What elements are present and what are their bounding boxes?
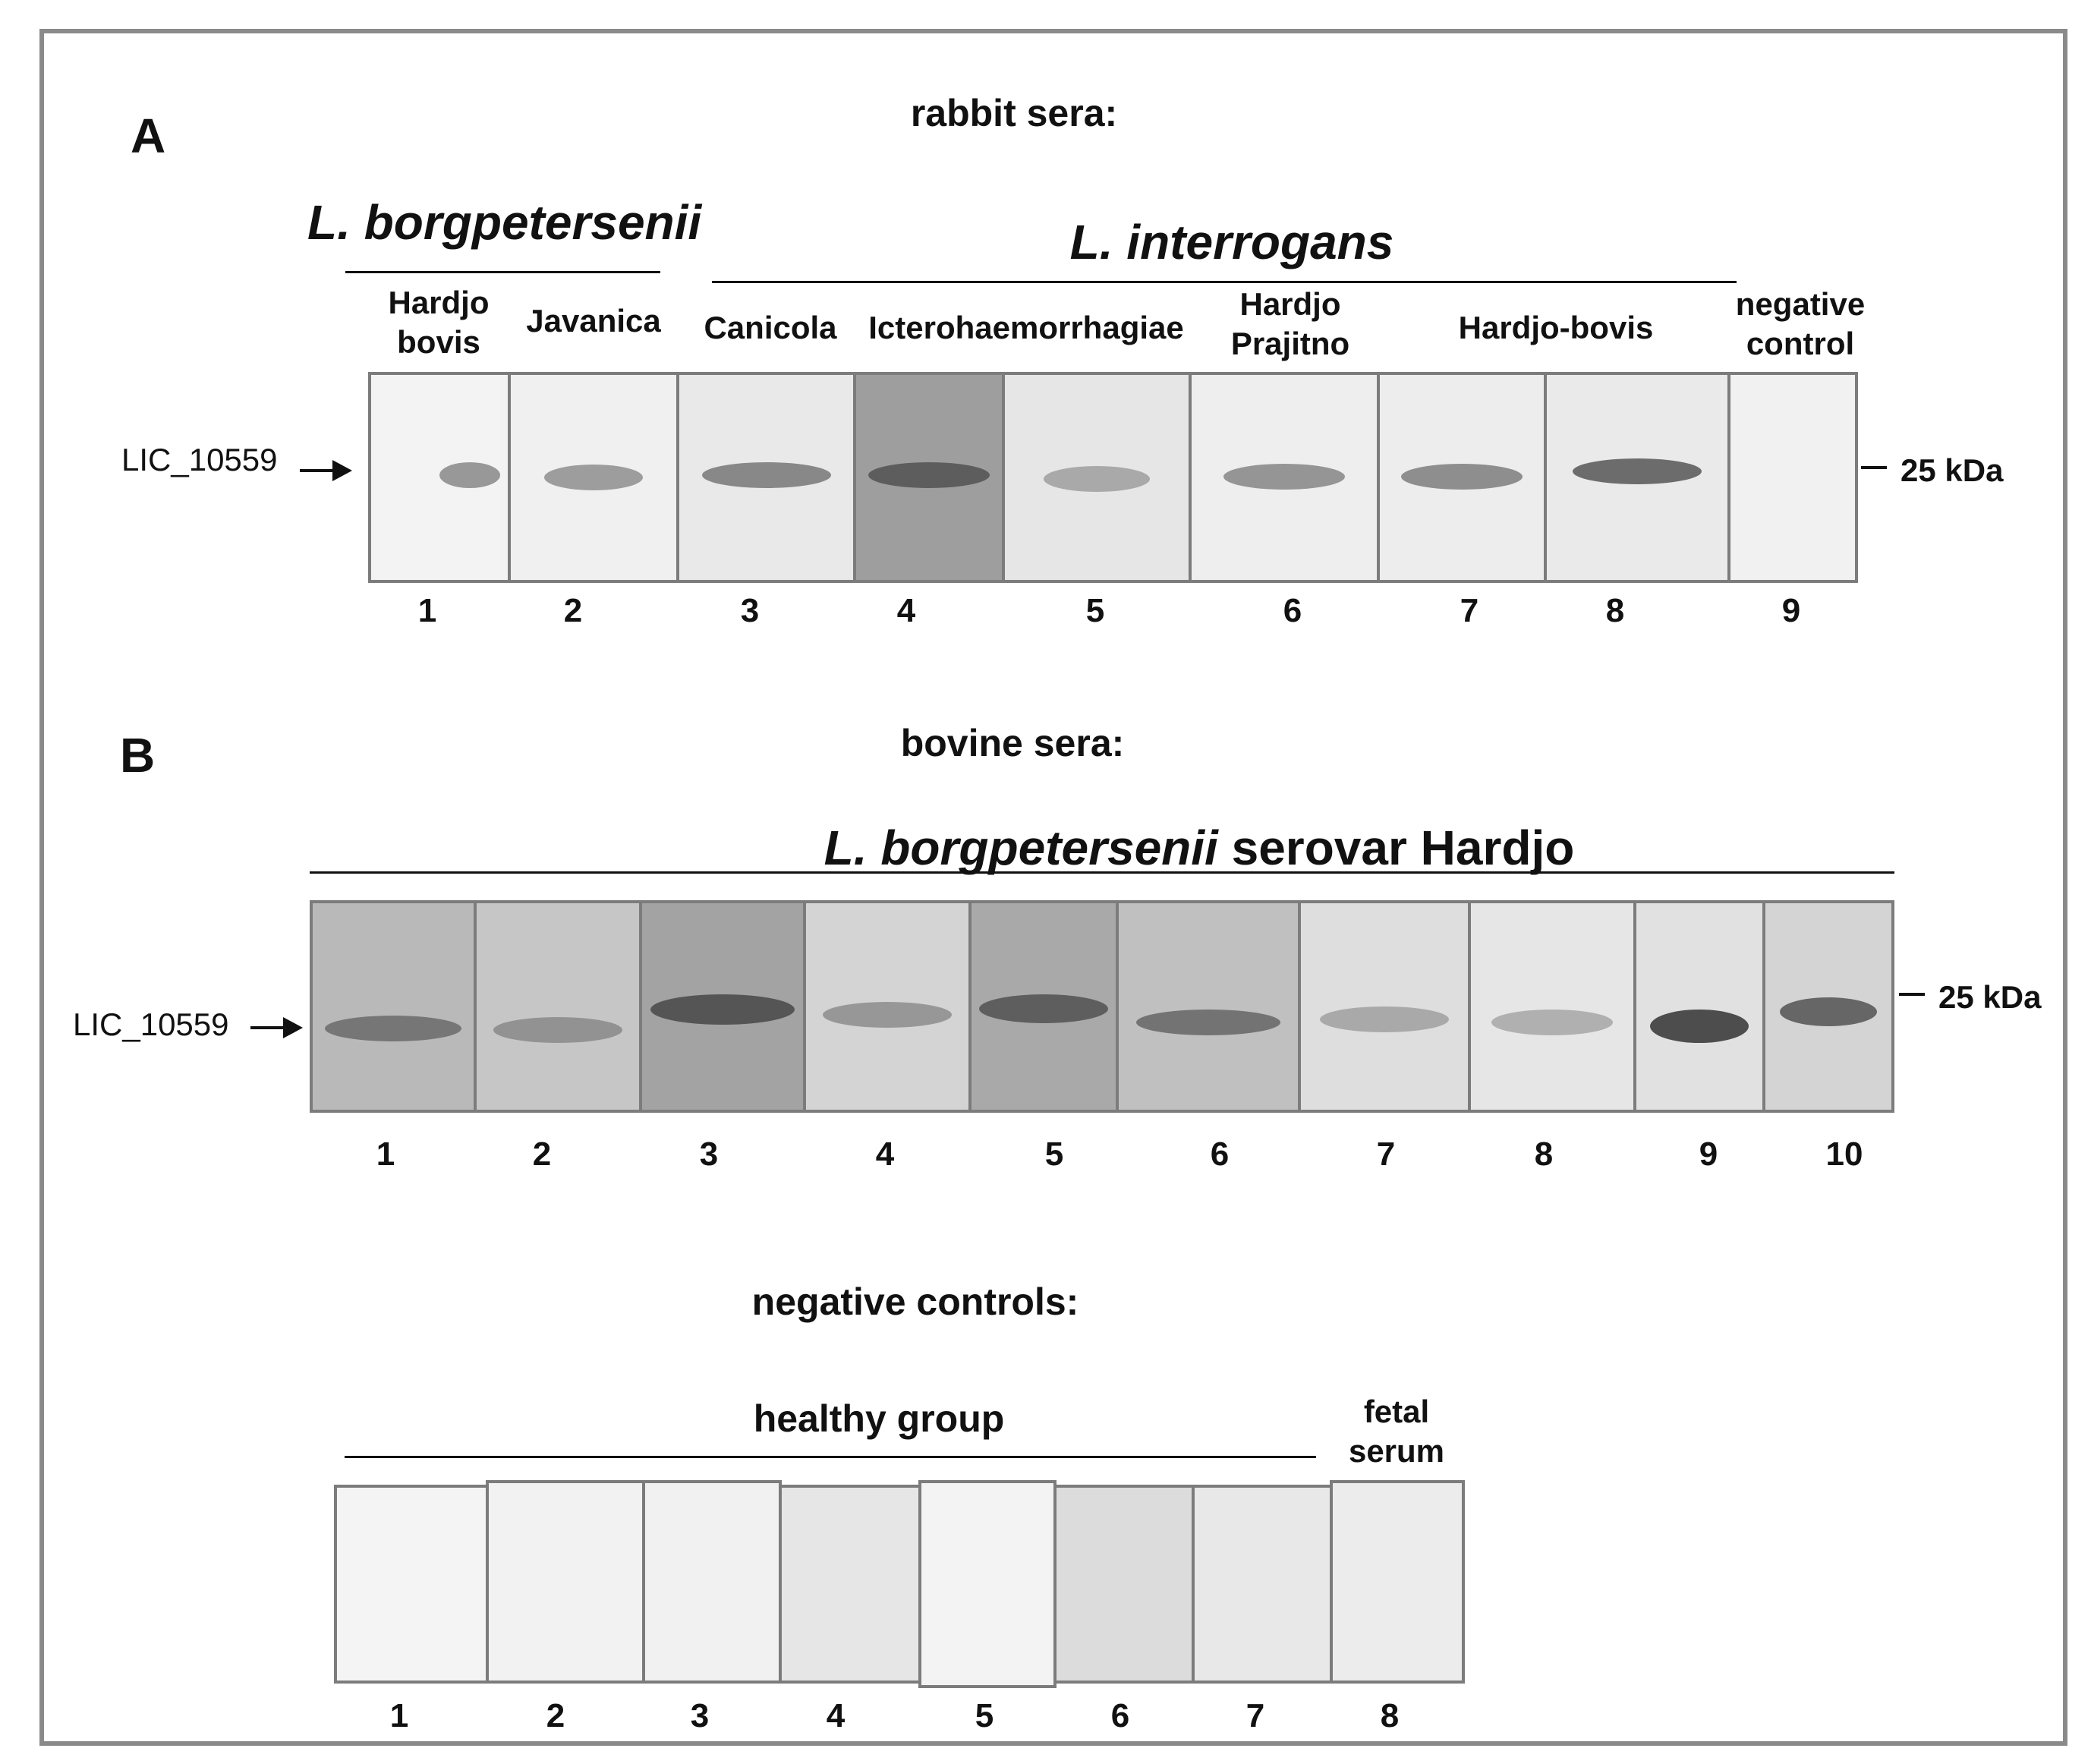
- lane-number-a-7: 7: [1460, 592, 1479, 629]
- mw-label-b: 25 kDa: [1938, 979, 2042, 1015]
- fetal-serum-label-line1: fetal: [1363, 1394, 1430, 1429]
- blot-lane-neg-7: [1192, 1485, 1333, 1684]
- species-borgpetersenii-b: L. borgpetersenii: [823, 821, 1218, 875]
- protein-label-b: LIC_10559: [73, 1006, 229, 1042]
- lane-number-b-8: 8: [1534, 1136, 1554, 1173]
- lane-number-b-5: 5: [1044, 1136, 1064, 1173]
- blot-lane-a-7: [1377, 372, 1547, 583]
- species-borgpetersenii: L. borgpetersenii: [307, 195, 702, 250]
- interrogans-bracket-line: [712, 281, 1737, 283]
- blot-lane-b-4: [803, 900, 971, 1113]
- blot-lane-neg-4: [779, 1485, 921, 1684]
- lane-number-neg-3: 3: [690, 1697, 710, 1734]
- blot-lane-a-4: [853, 372, 1005, 583]
- lane-number-b-2: 2: [532, 1136, 552, 1173]
- protein-label-a: LIC_10559: [121, 442, 278, 477]
- blot-lane-neg-5: [918, 1480, 1057, 1688]
- blot-lane-b-2: [474, 900, 642, 1113]
- lane-number-b-9: 9: [1699, 1136, 1718, 1173]
- serovar-hardjo-b: serovar Hardjo: [1217, 821, 1575, 875]
- blot-lane-b-5: [968, 900, 1119, 1113]
- mw-tick-a: [1861, 466, 1887, 469]
- blot-lane-a-1: [368, 372, 511, 583]
- figure-frame: [39, 29, 2067, 1746]
- blot-lane-b-6: [1116, 900, 1301, 1113]
- lane-number-neg-6: 6: [1110, 1697, 1130, 1734]
- blot-lane-a-5: [1002, 372, 1192, 583]
- lane-number-a-8: 8: [1605, 592, 1625, 629]
- fetal-serum-label-line2: serum: [1348, 1433, 1445, 1469]
- arrow-b-line: [250, 1026, 284, 1029]
- blot-lane-a-2: [508, 372, 679, 583]
- borgpetersenii-bracket-line: [345, 271, 660, 273]
- blot-lane-neg-2: [486, 1480, 645, 1684]
- panel-a-letter: A: [131, 109, 166, 163]
- blot-lane-neg-3: [642, 1480, 782, 1684]
- blot-lane-b-7: [1298, 900, 1471, 1113]
- blot-lane-b-1: [310, 900, 477, 1113]
- species-interrogans: L. interrogans: [1069, 215, 1394, 269]
- lane-number-neg-1: 1: [389, 1697, 409, 1734]
- blot-lane-neg-6: [1053, 1485, 1195, 1684]
- blot-lane-a-9: [1727, 372, 1858, 583]
- blot-lane-a-6: [1189, 372, 1380, 583]
- lane-number-b-1: 1: [376, 1136, 395, 1173]
- blot-lane-neg-8: [1330, 1480, 1465, 1684]
- lane-number-a-5: 5: [1085, 592, 1105, 629]
- blot-lane-b-9: [1633, 900, 1765, 1113]
- arrow-a-icon: [332, 460, 352, 481]
- lane-number-a-6: 6: [1283, 592, 1302, 629]
- arrow-a-line: [300, 469, 333, 472]
- lane-number-a-1: 1: [417, 592, 437, 629]
- serovar-hardjo-prajitno: Hardjo Prajitno: [1230, 286, 1350, 361]
- panel-b-letter: B: [120, 728, 156, 783]
- healthy-group-label: healthy group: [753, 1397, 1005, 1440]
- lane-number-b-4: 4: [875, 1136, 895, 1173]
- healthy-group-bracket-line: [345, 1456, 1316, 1458]
- blot-lane-b-3: [639, 900, 806, 1113]
- lane-number-b-3: 3: [699, 1136, 719, 1173]
- lane-number-neg-2: 2: [546, 1697, 565, 1734]
- panel-b-species-heading: L. borgpetersenii serovar Hardjo: [824, 820, 1575, 876]
- lane-number-a-3: 3: [740, 592, 760, 629]
- arrow-b-icon: [283, 1017, 303, 1038]
- lane-number-neg-5: 5: [975, 1697, 994, 1734]
- serovar-negative-control: negative control: [1735, 286, 1866, 361]
- blot-lane-neg-1: [334, 1485, 489, 1684]
- blot-lane-b-10: [1762, 900, 1894, 1113]
- serovar-icterohaemorrhagiae: Icterohaemorrhagiae: [868, 310, 1184, 345]
- serovar-javanica: Javanica: [526, 303, 661, 339]
- blot-lane-a-3: [676, 372, 856, 583]
- lane-number-a-2: 2: [563, 592, 583, 629]
- blot-lane-a-8: [1544, 372, 1730, 583]
- mw-label-a: 25 kDa: [1900, 452, 2004, 488]
- lane-number-a-9: 9: [1781, 592, 1801, 629]
- serovar-hardjo-bovis-b: Hardjo-bovis: [1458, 310, 1654, 345]
- lane-number-b-10: 10: [1825, 1136, 1863, 1173]
- blot-lane-b-8: [1468, 900, 1636, 1113]
- lane-number-neg-7: 7: [1245, 1697, 1265, 1734]
- serovar-canicola: Canicola: [704, 310, 837, 345]
- panel-b-bracket-line: [310, 871, 1894, 874]
- lane-number-neg-4: 4: [826, 1697, 846, 1734]
- lane-number-neg-8: 8: [1380, 1697, 1400, 1734]
- lane-number-b-6: 6: [1210, 1136, 1230, 1173]
- mw-tick-b: [1899, 993, 1925, 996]
- panel-a-title: rabbit sera:: [910, 92, 1118, 134]
- serovar-hardjo-bovis-a: Hardjo bovis: [388, 285, 490, 360]
- negative-controls-title: negative controls:: [751, 1280, 1079, 1323]
- panel-b-title: bovine sera:: [900, 722, 1125, 764]
- lane-number-b-7: 7: [1376, 1136, 1396, 1173]
- lane-number-a-4: 4: [896, 592, 916, 629]
